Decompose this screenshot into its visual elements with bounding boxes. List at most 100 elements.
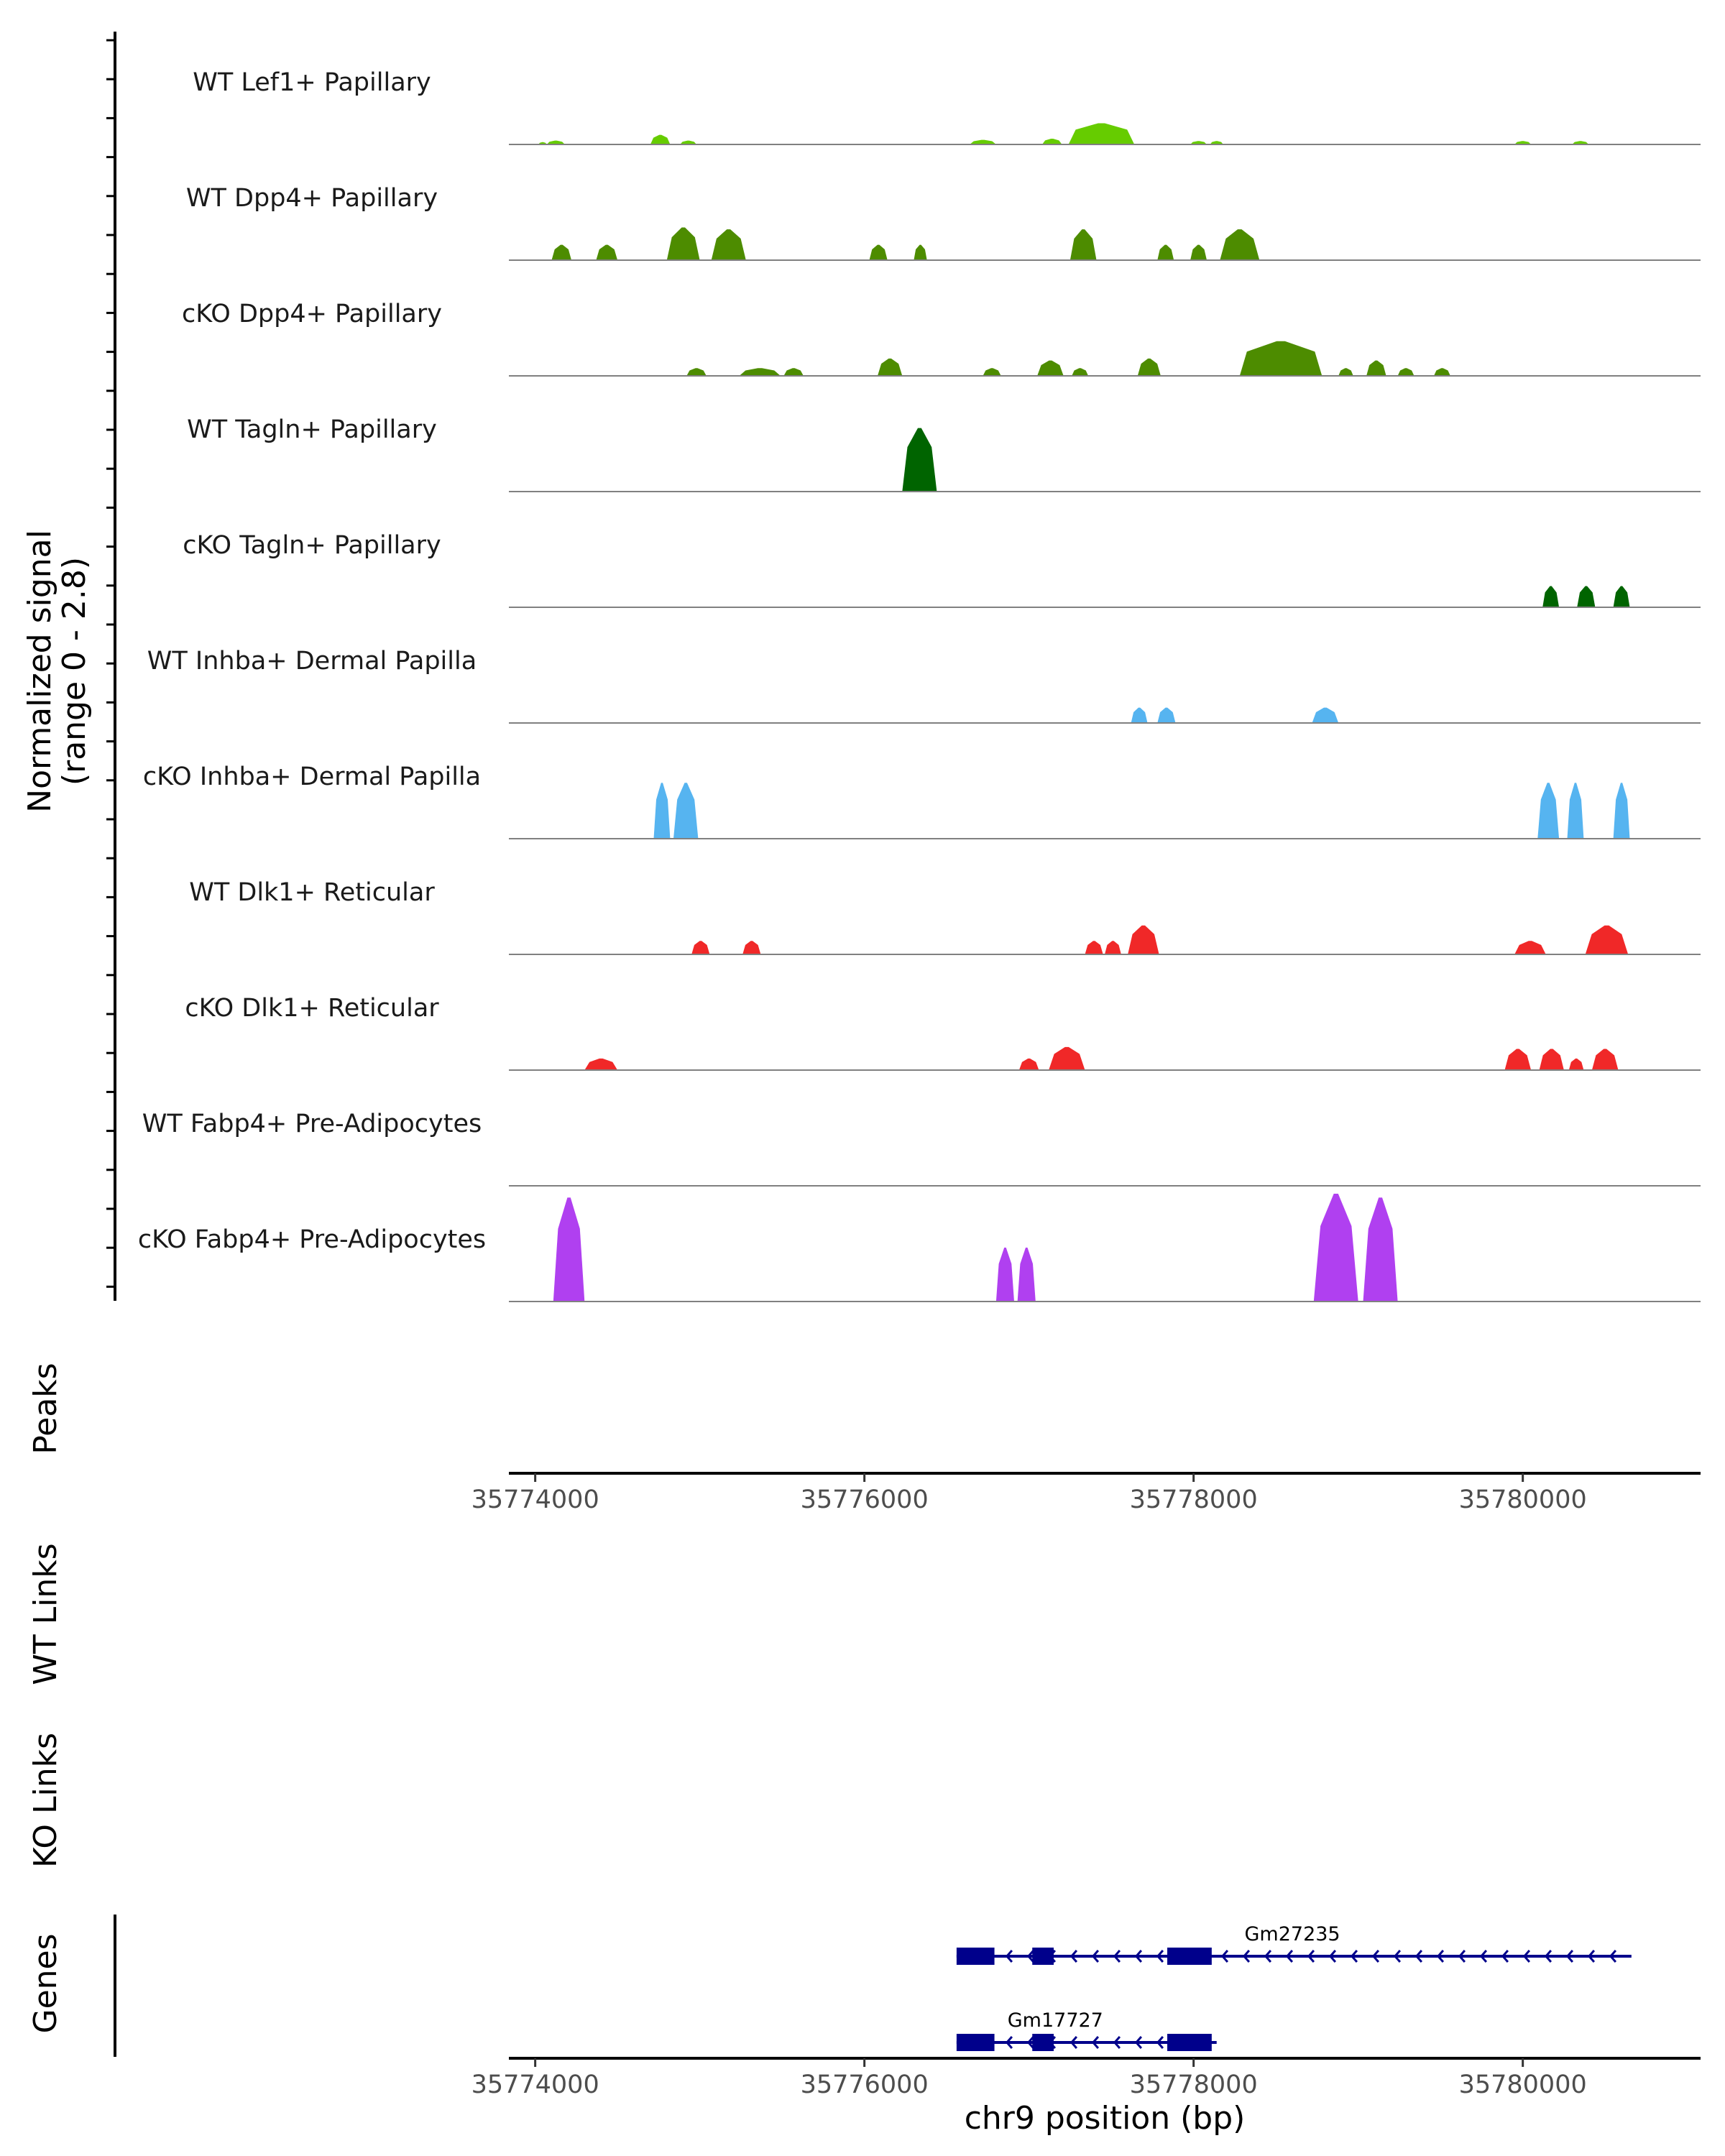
- track-8: WT Dlk1+ Reticular: [189, 878, 1701, 955]
- x-tick-label: 35780000: [1459, 1485, 1587, 1514]
- coverage-peak: [970, 139, 996, 144]
- coverage-peak: [1239, 341, 1322, 376]
- strand-arrow: [1026, 2036, 1035, 2049]
- track-1: WT Lef1+ Papillary: [193, 68, 1701, 145]
- signal-axis-label-line1: Normalized signal: [22, 530, 58, 813]
- x-tick-label: 35780000: [1459, 2070, 1587, 2099]
- track-5: cKO Tagln+ Papillary: [183, 531, 1701, 608]
- coverage-peak: [1312, 707, 1339, 723]
- signal-axis-label-line2: (range 0 - 2.8): [56, 557, 93, 786]
- coverage-peak: [686, 368, 707, 376]
- coverage-peak: [1018, 1058, 1039, 1070]
- coverage-peak: [1072, 368, 1089, 376]
- peaks-panel-label: Peaks: [27, 1363, 64, 1454]
- coverage-peak: [1131, 707, 1148, 723]
- coverage-peak: [680, 140, 697, 144]
- gene-label: Gm17727: [1008, 2009, 1103, 2032]
- coverage-peak: [1157, 707, 1176, 723]
- track-2: WT Dpp4+ Papillary: [186, 184, 1701, 261]
- gene-exon: [1167, 1948, 1212, 1965]
- genes-x-axis: 35774000 35776000 35778000 35780000: [472, 2058, 1587, 2099]
- track-label: cKO Inhba+ Dermal Papilla: [143, 763, 481, 791]
- coverage-peak: [551, 244, 571, 260]
- x-tick-label: 35778000: [1130, 2070, 1258, 2099]
- coverage-peak: [1068, 123, 1135, 144]
- x-tick-label: 35774000: [472, 2070, 599, 2099]
- strand-arrow: [1220, 1950, 1229, 1963]
- track-9: cKO Dlk1+ Reticular: [185, 994, 1701, 1071]
- coverage-peak: [869, 244, 888, 260]
- x-tick-label: 35776000: [801, 1485, 929, 1514]
- track-label: WT Fabp4+ Pre-Adipocytes: [142, 1110, 482, 1138]
- coverage-peak: [691, 941, 710, 954]
- coverage-peak: [1313, 1194, 1358, 1302]
- track-7: cKO Inhba+ Dermal Papilla: [143, 763, 1701, 839]
- track-label: WT Dlk1+ Reticular: [189, 878, 435, 907]
- coverage-peak: [1613, 586, 1630, 607]
- track-label: cKO Dpp4+ Papillary: [182, 300, 442, 328]
- coverage-peak: [1049, 1046, 1085, 1070]
- strand-arrow: [1544, 1950, 1552, 1963]
- strand-arrow: [1436, 1950, 1445, 1963]
- signal-axis-label: Normalized signal (range 0 - 2.8): [22, 530, 93, 813]
- coverage-peak: [1128, 925, 1159, 954]
- coverage-peak: [1568, 1058, 1584, 1070]
- strand-arrow: [1328, 1950, 1337, 1963]
- track-6: WT Inhba+ Dermal Papilla: [147, 647, 1701, 724]
- coverage-peak: [1157, 244, 1174, 260]
- ko-links-panel-label: KO Links: [27, 1733, 64, 1868]
- strand-arrow: [1414, 1950, 1423, 1963]
- strand-arrow: [1479, 1950, 1488, 1963]
- coverage-peak: [1210, 141, 1223, 144]
- strand-arrow: [1026, 1950, 1035, 1963]
- gene-exon: [956, 1948, 995, 1965]
- coverage-peak: [650, 134, 671, 144]
- coverage-peak: [1539, 1049, 1564, 1070]
- x-tick-label: 35774000: [472, 1485, 599, 1514]
- coverage-peak: [1190, 244, 1207, 260]
- strand-arrow: [1156, 2036, 1164, 2049]
- x-tick-label: 35776000: [801, 2070, 929, 2099]
- strand-arrow: [1264, 1950, 1272, 1963]
- coverage-peak: [742, 941, 761, 954]
- coverage-peak: [1037, 360, 1064, 376]
- gene-Gm27235: Gm27235: [956, 1923, 1632, 1965]
- coverage-peak: [1220, 229, 1260, 260]
- x-tick-label: 35778000: [1130, 1485, 1258, 1514]
- strand-arrow: [1350, 1950, 1358, 1963]
- wt-links-panel-label: WT Links: [27, 1543, 64, 1685]
- coverage-peak: [1577, 586, 1596, 607]
- track-label: cKO Tagln+ Papillary: [183, 531, 441, 560]
- strand-arrow: [1005, 1950, 1013, 1963]
- coverage-tracks: WT Lef1+ Papillary WT Dpp4+ Papillary cKO …: [138, 68, 1701, 1302]
- strand-arrow: [1587, 1950, 1596, 1963]
- strand-arrow: [1393, 1950, 1402, 1963]
- track-label: WT Dpp4+ Papillary: [186, 184, 438, 213]
- x-axis-title: chr9 position (bp): [965, 2100, 1246, 2137]
- strand-arrow: [1113, 1950, 1121, 1963]
- gene-label: Gm27235: [1245, 1923, 1340, 1945]
- coverage-peak: [739, 368, 781, 376]
- coverage-peak: [553, 1197, 585, 1302]
- strand-arrow: [1565, 1950, 1574, 1963]
- coverage-peak: [1514, 941, 1546, 954]
- coverage-peak: [1137, 358, 1161, 376]
- coverage-peak: [1613, 783, 1630, 839]
- track-label: WT Tagln+ Papillary: [187, 415, 437, 444]
- coverage-peak: [584, 1058, 618, 1070]
- coverage-peak: [596, 244, 618, 260]
- gene-exon: [1167, 2034, 1212, 2051]
- coverage-peak: [1591, 1049, 1619, 1070]
- gene-exon: [1032, 2034, 1054, 2051]
- coverage-peak: [1434, 368, 1450, 376]
- genes-panel-label: Genes: [27, 1933, 64, 2033]
- coverage-peak: [666, 227, 700, 260]
- track-3: cKO Dpp4+ Papillary: [182, 300, 1701, 377]
- track-label: cKO Dlk1+ Reticular: [185, 994, 439, 1023]
- strand-arrow: [1134, 1950, 1143, 1963]
- coverage-peak: [902, 428, 937, 492]
- coverage-peak: [1363, 1197, 1398, 1302]
- coverage-peak: [711, 229, 746, 260]
- gene-Gm17727: Gm17727: [956, 2009, 1217, 2051]
